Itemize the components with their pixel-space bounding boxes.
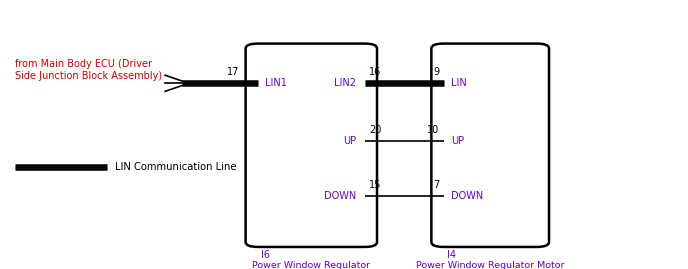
Text: 16: 16 — [369, 66, 381, 77]
Text: DOWN: DOWN — [451, 191, 483, 201]
Text: LIN Communication Line: LIN Communication Line — [115, 162, 237, 172]
FancyBboxPatch shape — [431, 44, 549, 247]
Text: Power Window Regulator
Master Switch Assembly: Power Window Regulator Master Switch Ass… — [252, 261, 370, 269]
FancyBboxPatch shape — [246, 44, 377, 247]
Text: I6: I6 — [261, 250, 270, 260]
Text: DOWN: DOWN — [324, 191, 356, 201]
Text: from Main Body ECU (Driver
Side Junction Block Assembly): from Main Body ECU (Driver Side Junction… — [15, 59, 162, 81]
Text: 9: 9 — [433, 66, 440, 77]
Text: Power Window Regulator Motor
Assembly (for Driver Side): Power Window Regulator Motor Assembly (f… — [416, 261, 564, 269]
Text: LIN: LIN — [451, 78, 466, 88]
Text: 17: 17 — [227, 66, 239, 77]
Text: 20: 20 — [369, 125, 381, 136]
Text: 7: 7 — [433, 180, 440, 190]
Text: LIN2: LIN2 — [334, 78, 356, 88]
Text: LIN1: LIN1 — [265, 78, 287, 88]
Text: UP: UP — [451, 136, 464, 146]
Text: UP: UP — [343, 136, 356, 146]
Text: 15: 15 — [369, 180, 381, 190]
Text: 10: 10 — [427, 125, 440, 136]
Text: I4: I4 — [447, 250, 455, 260]
